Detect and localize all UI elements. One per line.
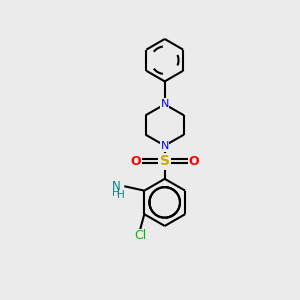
Text: S: S: [160, 154, 170, 168]
Text: H: H: [118, 190, 125, 200]
Text: N: N: [112, 180, 120, 193]
Text: O: O: [188, 155, 199, 168]
Text: Cl: Cl: [134, 229, 146, 242]
Text: N: N: [160, 141, 169, 151]
Text: O: O: [130, 155, 141, 168]
Text: H: H: [112, 188, 120, 198]
Text: N: N: [160, 99, 169, 109]
